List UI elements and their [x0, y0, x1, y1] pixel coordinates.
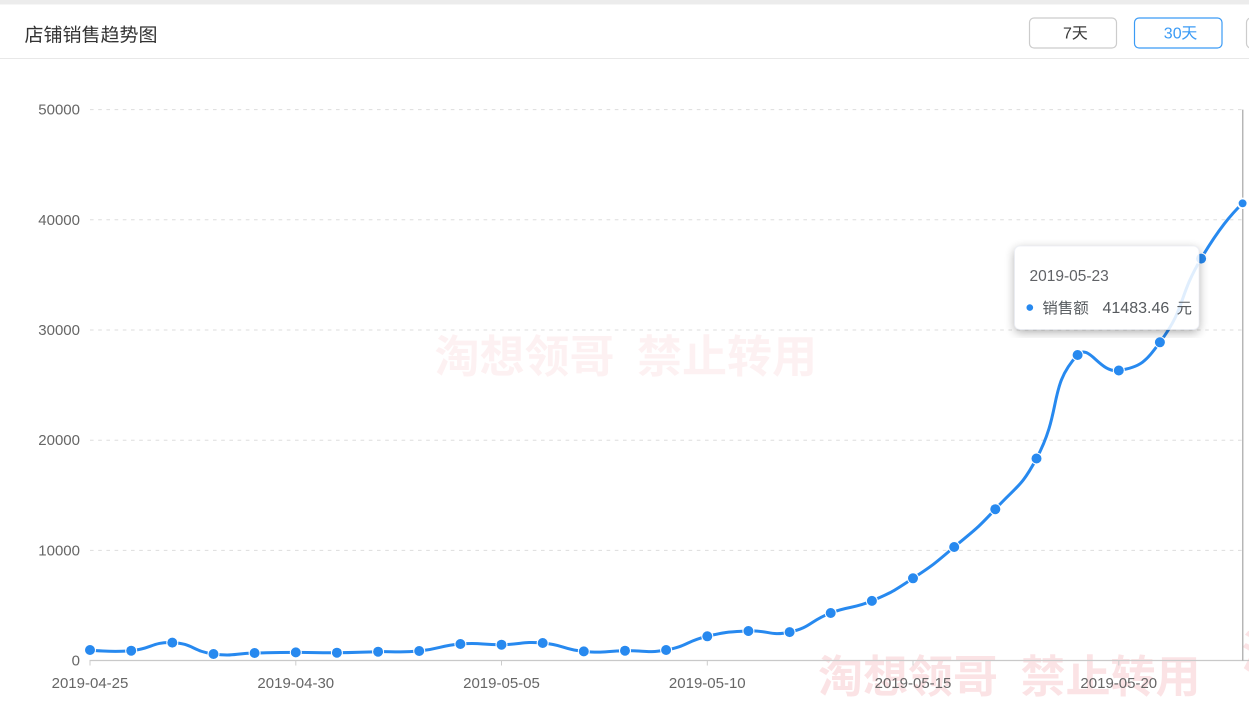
svg-text:30000: 30000 [38, 322, 80, 339]
svg-text:30: 30 [1164, 26, 1182, 43]
svg-text:2019-05-10: 2019-05-10 [669, 675, 746, 692]
svg-text:50000: 50000 [38, 102, 80, 119]
svg-text:2019-05-05: 2019-05-05 [463, 675, 540, 692]
svg-text:2019-04-25: 2019-04-25 [52, 675, 129, 692]
svg-text:20000: 20000 [38, 432, 80, 449]
svg-text:2019-05-15: 2019-05-15 [875, 675, 952, 692]
svg-text:10000: 10000 [38, 542, 80, 559]
svg-text:2019-05-23: 2019-05-23 [1030, 268, 1109, 285]
svg-text:2019-05-20: 2019-05-20 [1080, 675, 1157, 692]
svg-text:40000: 40000 [38, 212, 80, 229]
svg-text:41483.46: 41483.46 [1103, 300, 1170, 317]
svg-text:2019-04-30: 2019-04-30 [257, 675, 334, 692]
svg-text:7: 7 [1063, 26, 1072, 43]
svg-text:0: 0 [72, 653, 80, 670]
